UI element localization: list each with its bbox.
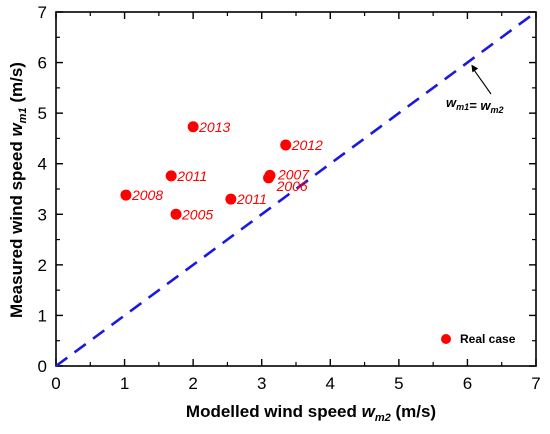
point-label: 2005	[181, 206, 213, 222]
x-tick-label: 6	[463, 374, 472, 393]
point-label: 2008	[131, 187, 163, 203]
annotation-arrow-head	[471, 64, 479, 73]
y-tick-label: 7	[38, 3, 47, 22]
x-tick-label: 3	[257, 374, 266, 393]
x-tick-label: 4	[326, 374, 335, 393]
data-point	[187, 121, 199, 133]
y-tick-label: 5	[38, 104, 47, 123]
x-axis-title: Modelled wind speed wm2 (m/s)	[186, 402, 436, 424]
point-label: 2011	[176, 168, 207, 184]
point-label: 2012	[291, 137, 323, 153]
annotation-arrow-line	[473, 70, 492, 95]
point-label: 2011	[236, 191, 267, 207]
x-tick-label: 2	[188, 374, 197, 393]
x-tick-label: 7	[531, 374, 540, 393]
point-label: 2006	[276, 178, 308, 194]
x-tick-label: 1	[120, 374, 129, 393]
data-point	[120, 189, 132, 201]
reference-line-group	[55, 10, 537, 368]
reference-line	[55, 10, 537, 368]
y-tick-label: 6	[38, 54, 47, 73]
data-point	[165, 170, 177, 182]
point-label: 2013	[198, 119, 230, 135]
y-tick-label: 3	[38, 205, 47, 224]
data-points	[120, 121, 292, 220]
data-point	[225, 193, 237, 205]
data-point	[280, 139, 292, 151]
point-label: 2007	[277, 166, 310, 182]
legend: Real case	[441, 332, 516, 346]
x-tick-label: 0	[51, 374, 60, 393]
data-point	[170, 208, 182, 220]
annotation-group: wm1= wm2	[446, 64, 504, 115]
annotation-label: wm1= wm2	[446, 95, 504, 115]
y-tick-label: 1	[38, 306, 47, 325]
x-tick-label: 5	[394, 374, 403, 393]
axis-titles: Modelled wind speed wm2 (m/s) Measured wi…	[7, 62, 436, 424]
y-tick-label: 4	[38, 155, 47, 174]
data-point	[263, 172, 275, 184]
y-tick-label: 2	[38, 256, 47, 275]
axis-ticks: 0 1 2 3 4 5 6 7 0 1 2 3 4 5 6 7	[38, 3, 541, 393]
legend-marker	[441, 334, 451, 344]
legend-label: Real case	[460, 332, 516, 346]
y-axis-title: Measured wind speed wm1 (m/s)	[7, 62, 29, 318]
y-tick-label: 0	[38, 357, 47, 376]
